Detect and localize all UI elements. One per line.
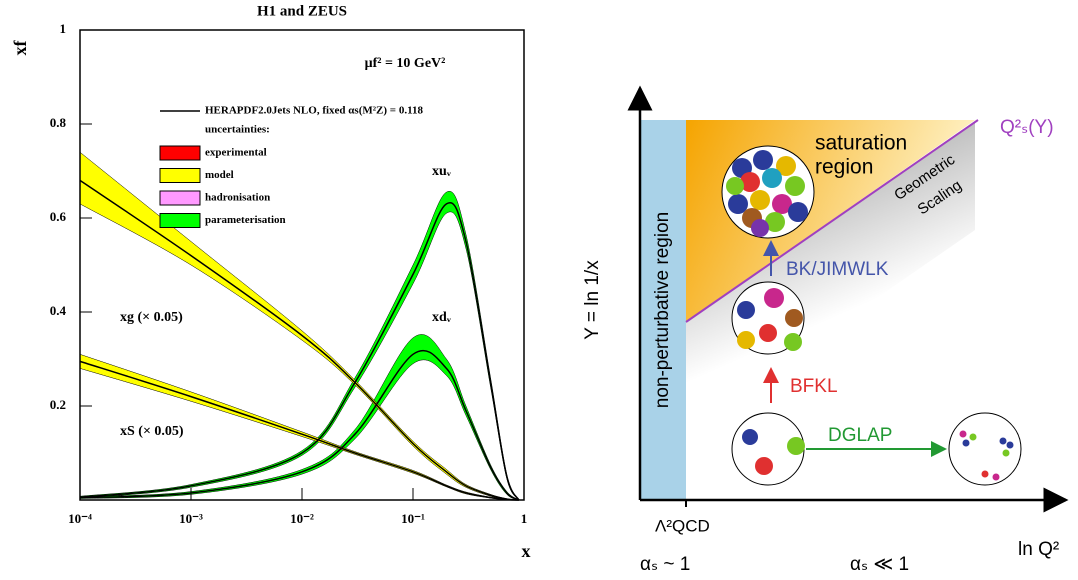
legend-subheader: uncertainties:: [205, 124, 270, 136]
legend-label: experimental: [205, 147, 267, 159]
series-label: xuᵥ: [432, 164, 452, 179]
annotation: μf² = 10 GeV²: [365, 56, 446, 71]
hadron: [731, 281, 805, 355]
legend-header: HERAPDF2.0Jets NLO, fixed αs(M²Z) = 0.11…: [205, 105, 423, 117]
diagram: non-perturbative region Y = ln 1/x Λ²QCD…: [582, 85, 1069, 575]
region-label: non-perturbative region: [652, 212, 673, 408]
hadron: [731, 412, 805, 486]
x-tick-label: 10⁻⁴: [68, 511, 92, 526]
y-tick-label: 0.8: [50, 115, 67, 130]
legend-swatch: [159, 145, 201, 161]
x-axis-label: x: [522, 541, 531, 561]
line: [79, 360, 519, 501]
region-label: saturation: [815, 132, 907, 155]
x-tick-label: 10⁻¹: [401, 511, 425, 526]
y-tick-label: 1: [60, 21, 67, 36]
legend-label: hadronisation: [205, 192, 270, 204]
y-axis-label: xf: [10, 40, 30, 56]
alpha-label: αₛ ~ 1: [640, 554, 690, 575]
region-label: region: [815, 156, 873, 179]
x-tick-label: 10⁻²: [290, 511, 314, 526]
series-label: xdᵥ: [432, 310, 452, 325]
y-axis-label: Y = ln 1/x: [582, 260, 603, 340]
chart-title: H1 and ZEUS: [257, 3, 347, 19]
arrow-label: BK/JIMWLK: [786, 259, 889, 280]
legend-swatch: [159, 190, 201, 206]
pdf-chart: H1 and ZEUS xf x μf² = 10 GeV² HERAPDF2.…: [10, 3, 530, 561]
series-label: xS (× 0.05): [120, 424, 184, 439]
x-axis-label: ln Q²: [1018, 539, 1059, 560]
series-label: xg (× 0.05): [120, 310, 183, 325]
line: [79, 349, 520, 501]
curve-label: Q²ₛ(Y): [1000, 117, 1054, 138]
hadron: [948, 412, 1022, 486]
y-tick-label: 0.4: [50, 303, 67, 318]
legend-swatch: [159, 213, 201, 228]
legend-label: model: [205, 169, 234, 181]
y-tick-label: 0.2: [50, 397, 66, 412]
x-tick-label: 10⁻³: [179, 511, 203, 526]
lambda-label: Λ²QCD: [655, 516, 710, 535]
saturation-line: [685, 119, 979, 323]
legend-swatch: [159, 168, 201, 183]
arrow-label: DGLAP: [828, 425, 892, 446]
nonperturbative-band: [640, 120, 686, 500]
x-tick-label: 1: [521, 511, 528, 526]
line: [79, 179, 519, 501]
legend-label: parameterisation: [205, 214, 286, 226]
alpha-label: αₛ ≪ 1: [850, 554, 909, 575]
y-tick-label: 0.6: [50, 209, 67, 224]
hadron: [721, 145, 815, 239]
line: [79, 201, 520, 501]
arrow-label: BFKL: [790, 376, 838, 397]
